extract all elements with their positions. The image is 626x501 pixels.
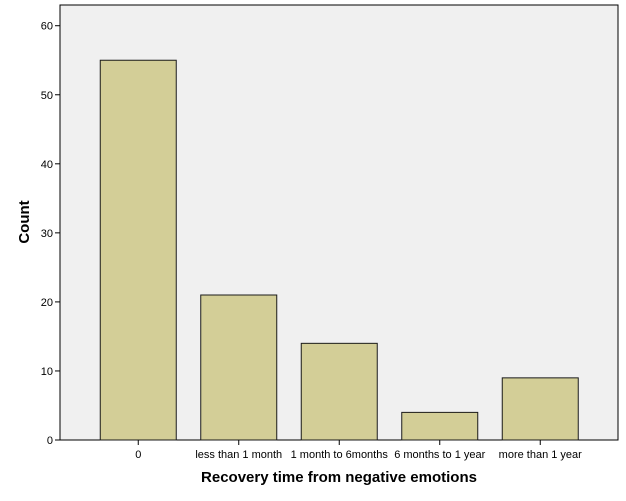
bar xyxy=(99,59,177,441)
bar xyxy=(401,411,479,441)
y-tick-label: 30 xyxy=(41,228,53,240)
y-tick-label: 50 xyxy=(41,90,53,102)
x-tick-label: 6 months to 1 year xyxy=(394,449,485,461)
bar xyxy=(300,342,378,441)
y-axis-title: Count xyxy=(16,200,33,243)
y-axis: 0 10 20 30 40 50 60 xyxy=(41,21,60,447)
x-tick-label: more than 1 year xyxy=(499,449,582,461)
y-tick-label: 40 xyxy=(41,159,53,171)
bar xyxy=(501,377,579,441)
x-tick-label: 0 xyxy=(135,449,141,461)
y-tick-label: 20 xyxy=(41,297,53,309)
x-tick-label: 1 month to 6months xyxy=(291,449,389,461)
x-axis: 0 less than 1 month 1 month to 6months 6 mo… xyxy=(135,440,582,461)
y-tick-label: 10 xyxy=(41,366,53,378)
y-tick-label: 60 xyxy=(41,21,53,33)
bars-layer xyxy=(99,59,579,441)
y-tick-label: 0 xyxy=(47,435,53,447)
bar xyxy=(200,294,278,441)
x-tick-label: less than 1 month xyxy=(195,449,282,461)
x-axis-title: Recovery time from negative emotions xyxy=(201,469,477,486)
